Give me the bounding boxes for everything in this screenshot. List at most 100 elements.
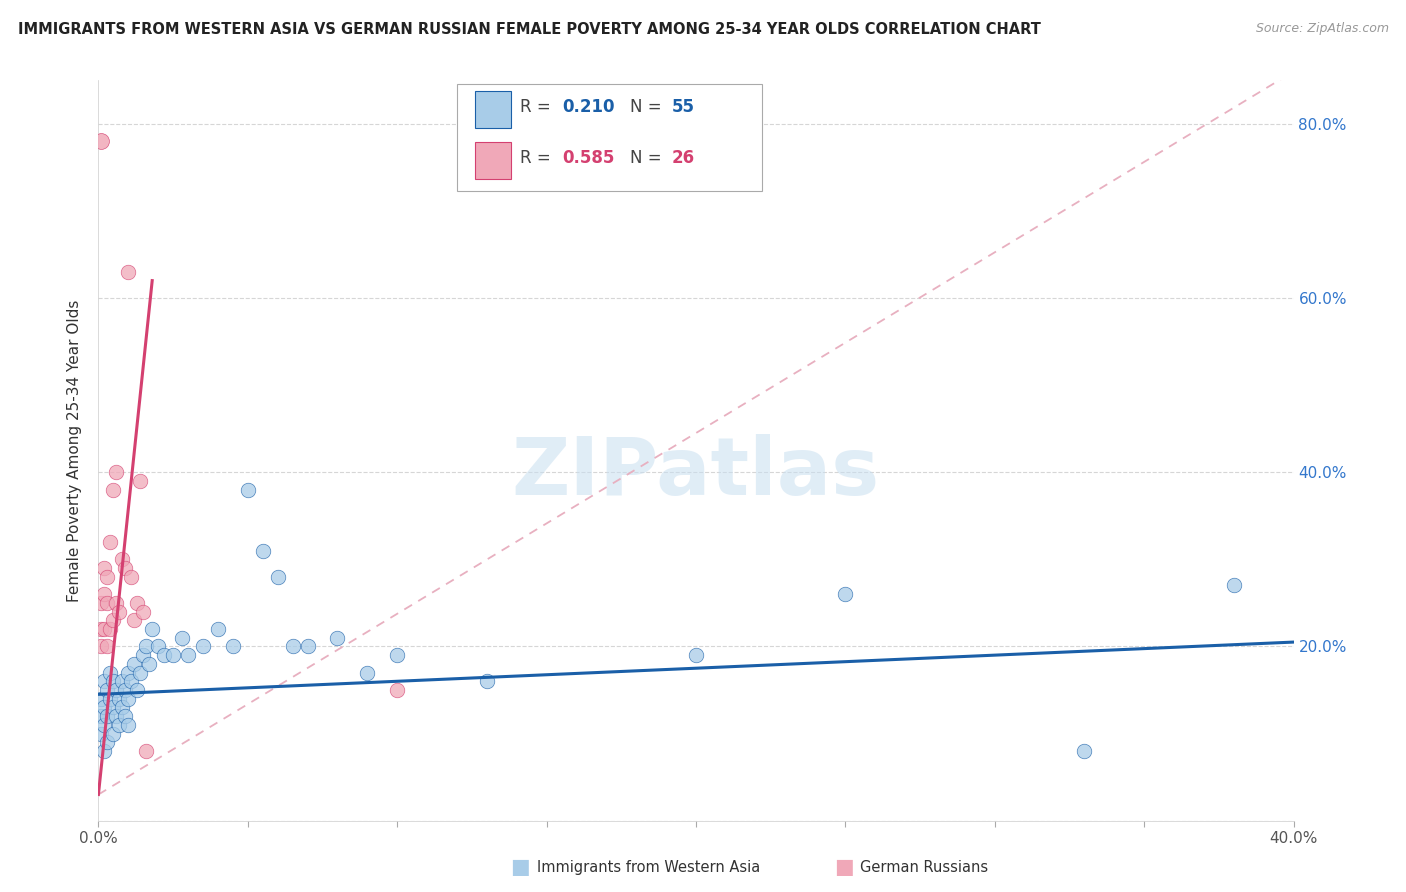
Point [114, 683, 136, 698]
Point [356, 665, 378, 680]
Point [93, 718, 115, 732]
Point [153, 648, 176, 662]
Text: German Russians: German Russians [860, 860, 988, 874]
Point [103, 483, 125, 497]
Point [385, 648, 409, 662]
Y-axis label: Female Poverty Among 25-34 Year Olds: Female Poverty Among 25-34 Year Olds [66, 300, 82, 601]
Point [90, 691, 112, 706]
Point [148, 640, 170, 654]
Text: N =: N = [630, 98, 666, 116]
Point [93, 700, 115, 714]
Point [132, 648, 155, 662]
Point [93, 674, 115, 689]
Point [281, 640, 304, 654]
Point [93, 587, 115, 601]
Point [96, 683, 118, 698]
Point [111, 552, 134, 566]
Point [138, 657, 160, 671]
Point [105, 596, 128, 610]
Point [172, 631, 194, 645]
Point [103, 674, 125, 689]
Point [1223, 578, 1246, 592]
Point [96, 570, 118, 584]
Text: 0.585: 0.585 [562, 149, 614, 167]
Point [90, 596, 112, 610]
Point [111, 674, 134, 689]
Point [135, 744, 157, 758]
Point [1073, 744, 1095, 758]
Point [124, 657, 146, 671]
Point [96, 709, 118, 723]
Bar [475, 142, 510, 179]
Point [834, 587, 856, 601]
Point [108, 718, 131, 732]
Point [120, 570, 142, 584]
Text: ■: ■ [510, 857, 530, 877]
Point [105, 709, 128, 723]
Point [129, 474, 152, 488]
Bar [475, 91, 510, 128]
Point [114, 561, 136, 575]
Point [120, 674, 142, 689]
Point [98, 622, 122, 636]
Point [207, 622, 229, 636]
Point [132, 605, 155, 619]
Point [267, 570, 290, 584]
Point [222, 640, 245, 654]
Point [90, 134, 112, 148]
Point [111, 700, 134, 714]
Text: R =: R = [520, 98, 557, 116]
Text: Immigrants from Western Asia: Immigrants from Western Asia [537, 860, 761, 874]
Text: 0.210: 0.210 [562, 98, 614, 116]
Point [93, 561, 115, 575]
Point [252, 543, 274, 558]
Text: ZIPatlas: ZIPatlas [512, 434, 880, 512]
Point [93, 622, 115, 636]
Text: 55: 55 [672, 98, 695, 116]
Point [162, 648, 184, 662]
Point [236, 483, 259, 497]
Text: 26: 26 [672, 149, 695, 167]
Point [90, 726, 112, 740]
Point [191, 640, 214, 654]
Point [124, 613, 146, 627]
Point [103, 613, 125, 627]
Point [96, 640, 118, 654]
Point [108, 605, 131, 619]
Point [117, 665, 139, 680]
Point [90, 622, 112, 636]
Point [177, 648, 200, 662]
Point [326, 631, 349, 645]
Text: IMMIGRANTS FROM WESTERN ASIA VS GERMAN RUSSIAN FEMALE POVERTY AMONG 25-34 YEAR O: IMMIGRANTS FROM WESTERN ASIA VS GERMAN R… [18, 22, 1042, 37]
Point [90, 640, 112, 654]
Point [114, 709, 136, 723]
Point [297, 640, 319, 654]
Point [90, 709, 112, 723]
Point [135, 640, 157, 654]
Point [141, 622, 163, 636]
Point [127, 683, 149, 698]
Point [103, 700, 125, 714]
Point [129, 665, 152, 680]
Text: ■: ■ [834, 857, 853, 877]
Point [385, 683, 409, 698]
Point [93, 744, 115, 758]
Point [108, 691, 131, 706]
Point [127, 596, 149, 610]
Point [96, 735, 118, 749]
Text: N =: N = [630, 149, 666, 167]
Point [685, 648, 707, 662]
Point [98, 665, 122, 680]
Point [117, 718, 139, 732]
Point [105, 465, 128, 479]
Point [103, 726, 125, 740]
Point [96, 596, 118, 610]
Text: Source: ZipAtlas.com: Source: ZipAtlas.com [1256, 22, 1389, 36]
Point [117, 691, 139, 706]
Point [98, 691, 122, 706]
Text: R =: R = [520, 149, 557, 167]
Point [98, 535, 122, 549]
Point [105, 683, 128, 698]
Point [117, 265, 139, 279]
Point [475, 674, 498, 689]
